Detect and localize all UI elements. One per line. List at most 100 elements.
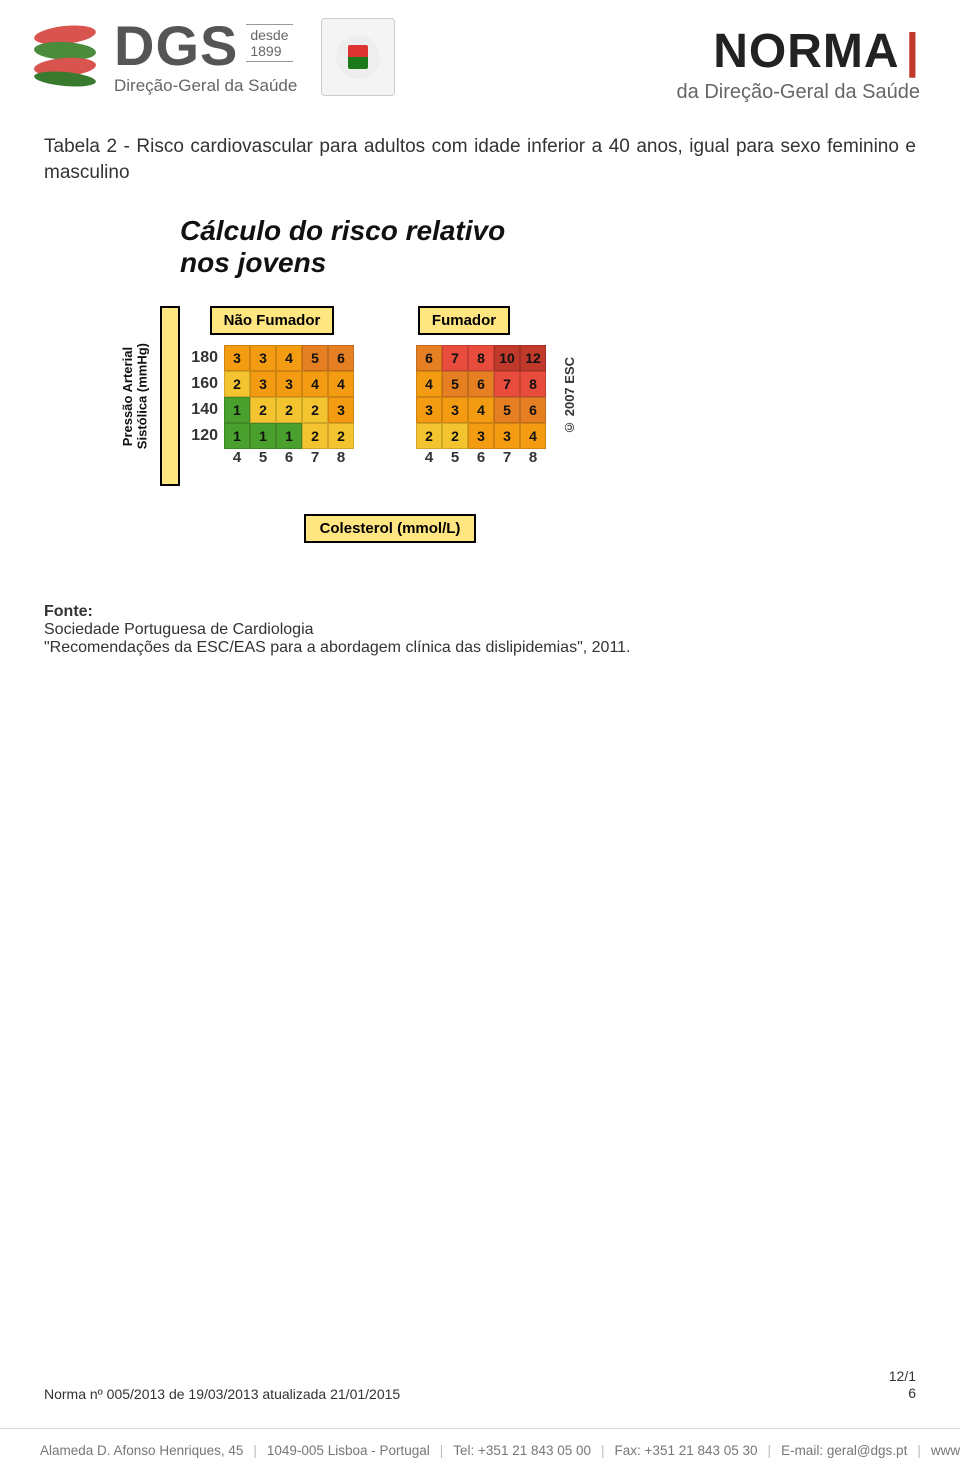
dgs-acronym: DGS <box>114 18 238 74</box>
header-left: DGS desde 1899 Direção-Geral da Saúde <box>30 18 395 96</box>
risk-cell: 1 <box>224 423 250 449</box>
chart-row: 45678 <box>382 371 546 397</box>
risk-cell: 3 <box>328 397 354 423</box>
risk-cell: 7 <box>442 345 468 371</box>
risk-cell: 8 <box>468 345 494 371</box>
norma-bar-icon: | <box>906 25 920 78</box>
chart-row: 6781012 <box>382 345 546 371</box>
source-block: Fonte: Sociedade Portuguesa de Cardiolog… <box>0 543 960 657</box>
risk-cell: 6 <box>520 397 546 423</box>
x-tick: 5 <box>250 449 276 466</box>
contact-footer: Alameda D. Afonso Henriques, 45 | 1049-0… <box>0 1428 960 1458</box>
x-tick: 4 <box>416 449 442 466</box>
risk-cell: 2 <box>416 423 442 449</box>
risk-cell: 3 <box>276 371 302 397</box>
risk-cell: 2 <box>250 397 276 423</box>
footer-tel: Tel: +351 21 843 05 00 <box>453 1443 591 1458</box>
risk-cell: 6 <box>328 345 354 371</box>
header-right: NORMA| da Direção-Geral da Saúde <box>677 18 920 104</box>
y-axis-label: Pressão Arterial Sistólica (mmHg) <box>121 343 150 449</box>
risk-cell: 6 <box>468 371 494 397</box>
source-line-1: Sociedade Portuguesa de Cardiologia <box>44 621 916 639</box>
x-tick: 6 <box>276 449 302 466</box>
risk-cell: 5 <box>302 345 328 371</box>
chart-row: 16023344 <box>190 371 354 397</box>
table-caption: Tabela 2 - Risco cardiovascular para adu… <box>0 114 960 185</box>
risk-cell: 6 <box>416 345 442 371</box>
risk-cell: 4 <box>520 423 546 449</box>
ylabel-2: Sistólica (mmHg) <box>134 343 149 449</box>
x-tick: 7 <box>302 449 328 466</box>
x-tick: 4 <box>224 449 250 466</box>
risk-cell: 1 <box>250 423 276 449</box>
chart-title: Cálculo do risco relativo nos jovens <box>180 215 660 279</box>
panel-header: Fumador <box>418 306 510 335</box>
chart-panels: Não Fumador18033456160233441401222312011… <box>190 306 546 466</box>
risk-cell: 3 <box>442 397 468 423</box>
x-tick: 8 <box>520 449 546 466</box>
ylabel-1: Pressão Arterial <box>120 346 135 445</box>
risk-cell: 2 <box>328 423 354 449</box>
row-label: 120 <box>190 427 224 445</box>
doc-ref-footer: Norma nº 005/2013 de 19/03/2013 atualiza… <box>44 1368 916 1402</box>
page-num-top: 12/1 <box>889 1368 916 1384</box>
norma-title: NORMA| <box>677 24 920 79</box>
risk-cell: 4 <box>416 371 442 397</box>
dgs-text-block: DGS desde 1899 Direção-Geral da Saúde <box>114 18 297 96</box>
source-title: Fonte: <box>44 603 916 621</box>
risk-cell: 1 <box>224 397 250 423</box>
risk-cell: 10 <box>494 345 520 371</box>
footer-postal: 1049-005 Lisboa - Portugal <box>267 1443 430 1458</box>
dgs-since: desde 1899 <box>246 24 292 62</box>
footer-address: Alameda D. Afonso Henriques, 45 <box>40 1443 243 1458</box>
row-label: 140 <box>190 401 224 419</box>
row-label: 180 <box>190 349 224 367</box>
chart-row: 33456 <box>382 397 546 423</box>
since-label: desde <box>250 27 288 43</box>
risk-cell: 4 <box>276 345 302 371</box>
dgs-fullname: Direção-Geral da Saúde <box>114 76 297 96</box>
chart-panel-0: Não Fumador18033456160233441401222312011… <box>190 306 354 466</box>
dgs-logo-icon <box>30 22 100 92</box>
since-year: 1899 <box>250 43 288 59</box>
page-number: 12/1 6 <box>889 1368 916 1402</box>
risk-cell: 3 <box>416 397 442 423</box>
y-axis-label-wrap: Pressão Arterial Sistólica (mmHg) <box>120 306 150 486</box>
risk-cell: 3 <box>224 345 250 371</box>
page-header: DGS desde 1899 Direção-Geral da Saúde NO… <box>0 0 960 114</box>
x-tick: 5 <box>442 449 468 466</box>
x-axis-label: Colesterol (mmol/L) <box>304 514 477 543</box>
risk-cell: 4 <box>302 371 328 397</box>
chart-copyright: © 2007 ESC <box>562 357 577 435</box>
risk-chart: Cálculo do risco relativo nos jovens Pre… <box>120 215 660 542</box>
chart-row: 18033456 <box>190 345 354 371</box>
risk-cell: 3 <box>494 423 520 449</box>
norma-word: NORMA <box>713 25 899 78</box>
doc-reference: Norma nº 005/2013 de 19/03/2013 atualiza… <box>44 1386 400 1402</box>
risk-cell: 4 <box>328 371 354 397</box>
x-tick: 7 <box>494 449 520 466</box>
medical-seal-icon <box>321 18 395 96</box>
y-axis-box <box>160 306 180 486</box>
risk-cell: 3 <box>250 371 276 397</box>
risk-cell: 4 <box>468 397 494 423</box>
page-num-bottom: 6 <box>908 1385 916 1401</box>
chart-panel-1: Fumador678101245678334562233445678 <box>382 306 546 466</box>
risk-cell: 2 <box>302 423 328 449</box>
norma-subtitle: da Direção-Geral da Saúde <box>677 81 920 104</box>
risk-cell: 3 <box>250 345 276 371</box>
risk-cell: 5 <box>442 371 468 397</box>
panel-header: Não Fumador <box>210 306 335 335</box>
chart-row: 12011122 <box>190 423 354 449</box>
footer-email: E-mail: geral@dgs.pt <box>781 1443 907 1458</box>
risk-cell: 2 <box>442 423 468 449</box>
source-line-2: "Recomendações da ESC/EAS para a abordag… <box>44 639 916 657</box>
risk-cell: 12 <box>520 345 546 371</box>
risk-cell: 5 <box>494 397 520 423</box>
chart-title-line1: Cálculo do risco relativo <box>180 215 505 246</box>
risk-cell: 1 <box>276 423 302 449</box>
footer-site: www.dgs.pt <box>931 1443 960 1458</box>
x-ticks: 45678 <box>190 449 354 466</box>
x-tick: 8 <box>328 449 354 466</box>
chart-row: 14012223 <box>190 397 354 423</box>
